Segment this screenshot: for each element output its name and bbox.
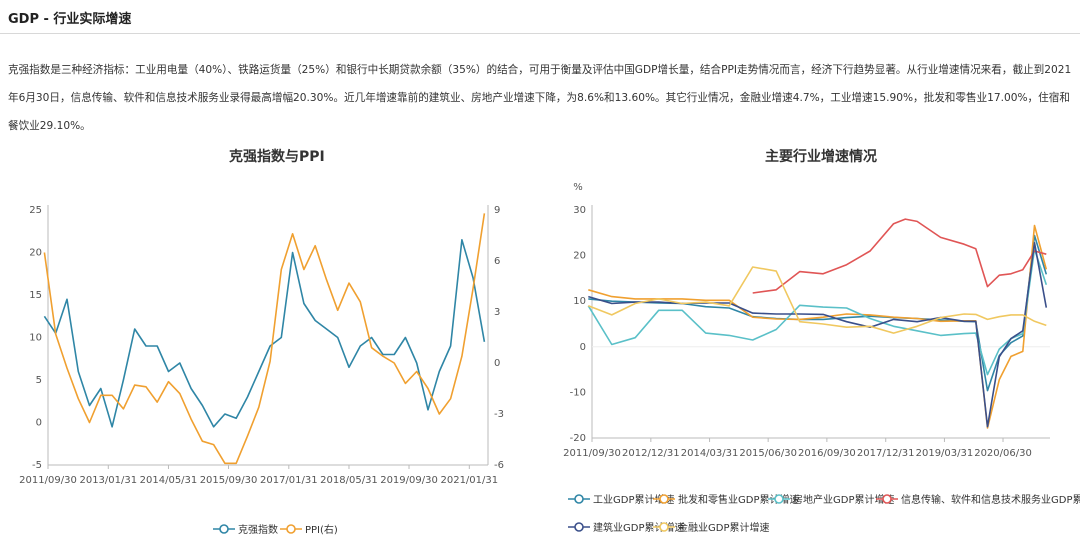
x-tick-label: 2020/06/30	[974, 448, 1032, 459]
legend-item[interactable]: 批发和零售业GDP累计增速	[653, 491, 799, 506]
x-tick-label: 2012/12/31	[622, 448, 680, 459]
y-tick-label: 20	[29, 248, 42, 259]
y2-tick-label: 9	[494, 205, 500, 216]
series-line	[752, 218, 1047, 294]
x-tick-label: 2017/12/31	[857, 448, 915, 459]
y-tick-label: 20	[573, 251, 586, 262]
legend-label: 房地产业GDP累计增速	[793, 495, 895, 506]
y-tick-label: 30	[573, 205, 586, 216]
legend-item[interactable]: 工业GDP累计增速	[568, 491, 674, 506]
page-title: GDP - 行业实际增速	[8, 12, 132, 27]
x-tick-label: 2019/09/30	[380, 475, 438, 486]
legend-label: 信息传输、软件和信息技术服务业GDP累计增速	[901, 495, 1080, 506]
series-line	[587, 248, 1048, 376]
y2-tick-label: -3	[494, 409, 504, 420]
legend-label: 金融业GDP累计增速	[678, 523, 770, 534]
legend-label: 批发和零售业GDP累计增速	[678, 495, 800, 506]
x-tick-label: 2018/05/31	[320, 475, 378, 486]
series-line	[43, 239, 486, 428]
legend-item[interactable]: 房地产业GDP累计增速	[768, 491, 894, 506]
y2-tick-label: 0	[494, 358, 500, 369]
series-line	[588, 224, 1048, 429]
y-tick-label: 5	[36, 375, 42, 386]
legend-label: 工业GDP累计增速	[593, 495, 675, 506]
legend-item[interactable]: 信息传输、软件和信息技术服务业GDP累计增速	[876, 491, 1080, 506]
chart-title-keqiang: 克强指数与PPI	[229, 149, 325, 165]
y-tick-label: 25	[29, 205, 42, 216]
x-tick-label: 2019/03/31	[916, 448, 974, 459]
industry-growth-chart: -20 -10 0 10 20 30% 2011/09/30 2012/12/31 2014/0…	[563, 182, 1050, 459]
x-tick-label: 2011/09/30	[19, 475, 77, 486]
y2-tick-label: 6	[494, 256, 500, 267]
x-tick-label: 2011/09/30	[563, 448, 621, 459]
y2-tick-label: -6	[494, 460, 504, 471]
y2-tick-label: 3	[494, 307, 500, 318]
y-tick-label: 15	[29, 290, 42, 301]
legend-item[interactable]: 建筑业GDP累计增速	[568, 519, 684, 534]
title-divider	[0, 33, 1080, 34]
x-tick-label: 2015/06/30	[739, 448, 797, 459]
x-tick-label: 2014/03/31	[681, 448, 739, 459]
x-tick-label: 2017/01/31	[260, 475, 318, 486]
legend-swatch-icon	[568, 521, 590, 532]
legend-swatch-icon	[768, 493, 790, 504]
y-tick-label: 0	[580, 342, 586, 353]
x-tick-label: 2014/05/31	[140, 475, 198, 486]
y-tick-label: -20	[570, 433, 586, 444]
y-tick-label: 10	[29, 333, 42, 344]
y-unit-label: %	[573, 182, 583, 193]
keqiang-ppi-chart: -5 0 5 10 15 20 25 -6 -3 0 3 6 9 2011/09/30 2013/01/31…	[19, 205, 504, 486]
y-tick-label: -10	[570, 387, 586, 398]
series-line	[43, 213, 486, 465]
x-tick-label: 2016/09/30	[798, 448, 856, 459]
chart-title-industry: 主要行业增速情况	[765, 149, 877, 165]
x-tick-label: 2015/09/30	[200, 475, 258, 486]
y-tick-label: -5	[32, 460, 42, 471]
legend-swatch-icon	[653, 521, 675, 532]
x-tick-label: 2021/01/31	[440, 475, 498, 486]
legend-item[interactable]: 金融业GDP累计增速	[653, 519, 769, 534]
x-tick-label: 2013/01/31	[79, 475, 137, 486]
legend-swatch-icon	[653, 493, 675, 504]
description-paragraph: 克强指数是三种经济指标：工业用电量（40%）、铁路运货量（25%）和银行中长期贷…	[8, 64, 1072, 132]
legend-label: 建筑业GDP累计增速	[593, 523, 685, 534]
y-tick-label: 10	[573, 296, 586, 307]
series-line	[588, 266, 1047, 334]
series-line	[588, 242, 1048, 428]
legend-swatch-icon	[568, 493, 590, 504]
y-tick-label: 0	[36, 418, 42, 429]
legend-swatch-icon	[876, 493, 898, 504]
